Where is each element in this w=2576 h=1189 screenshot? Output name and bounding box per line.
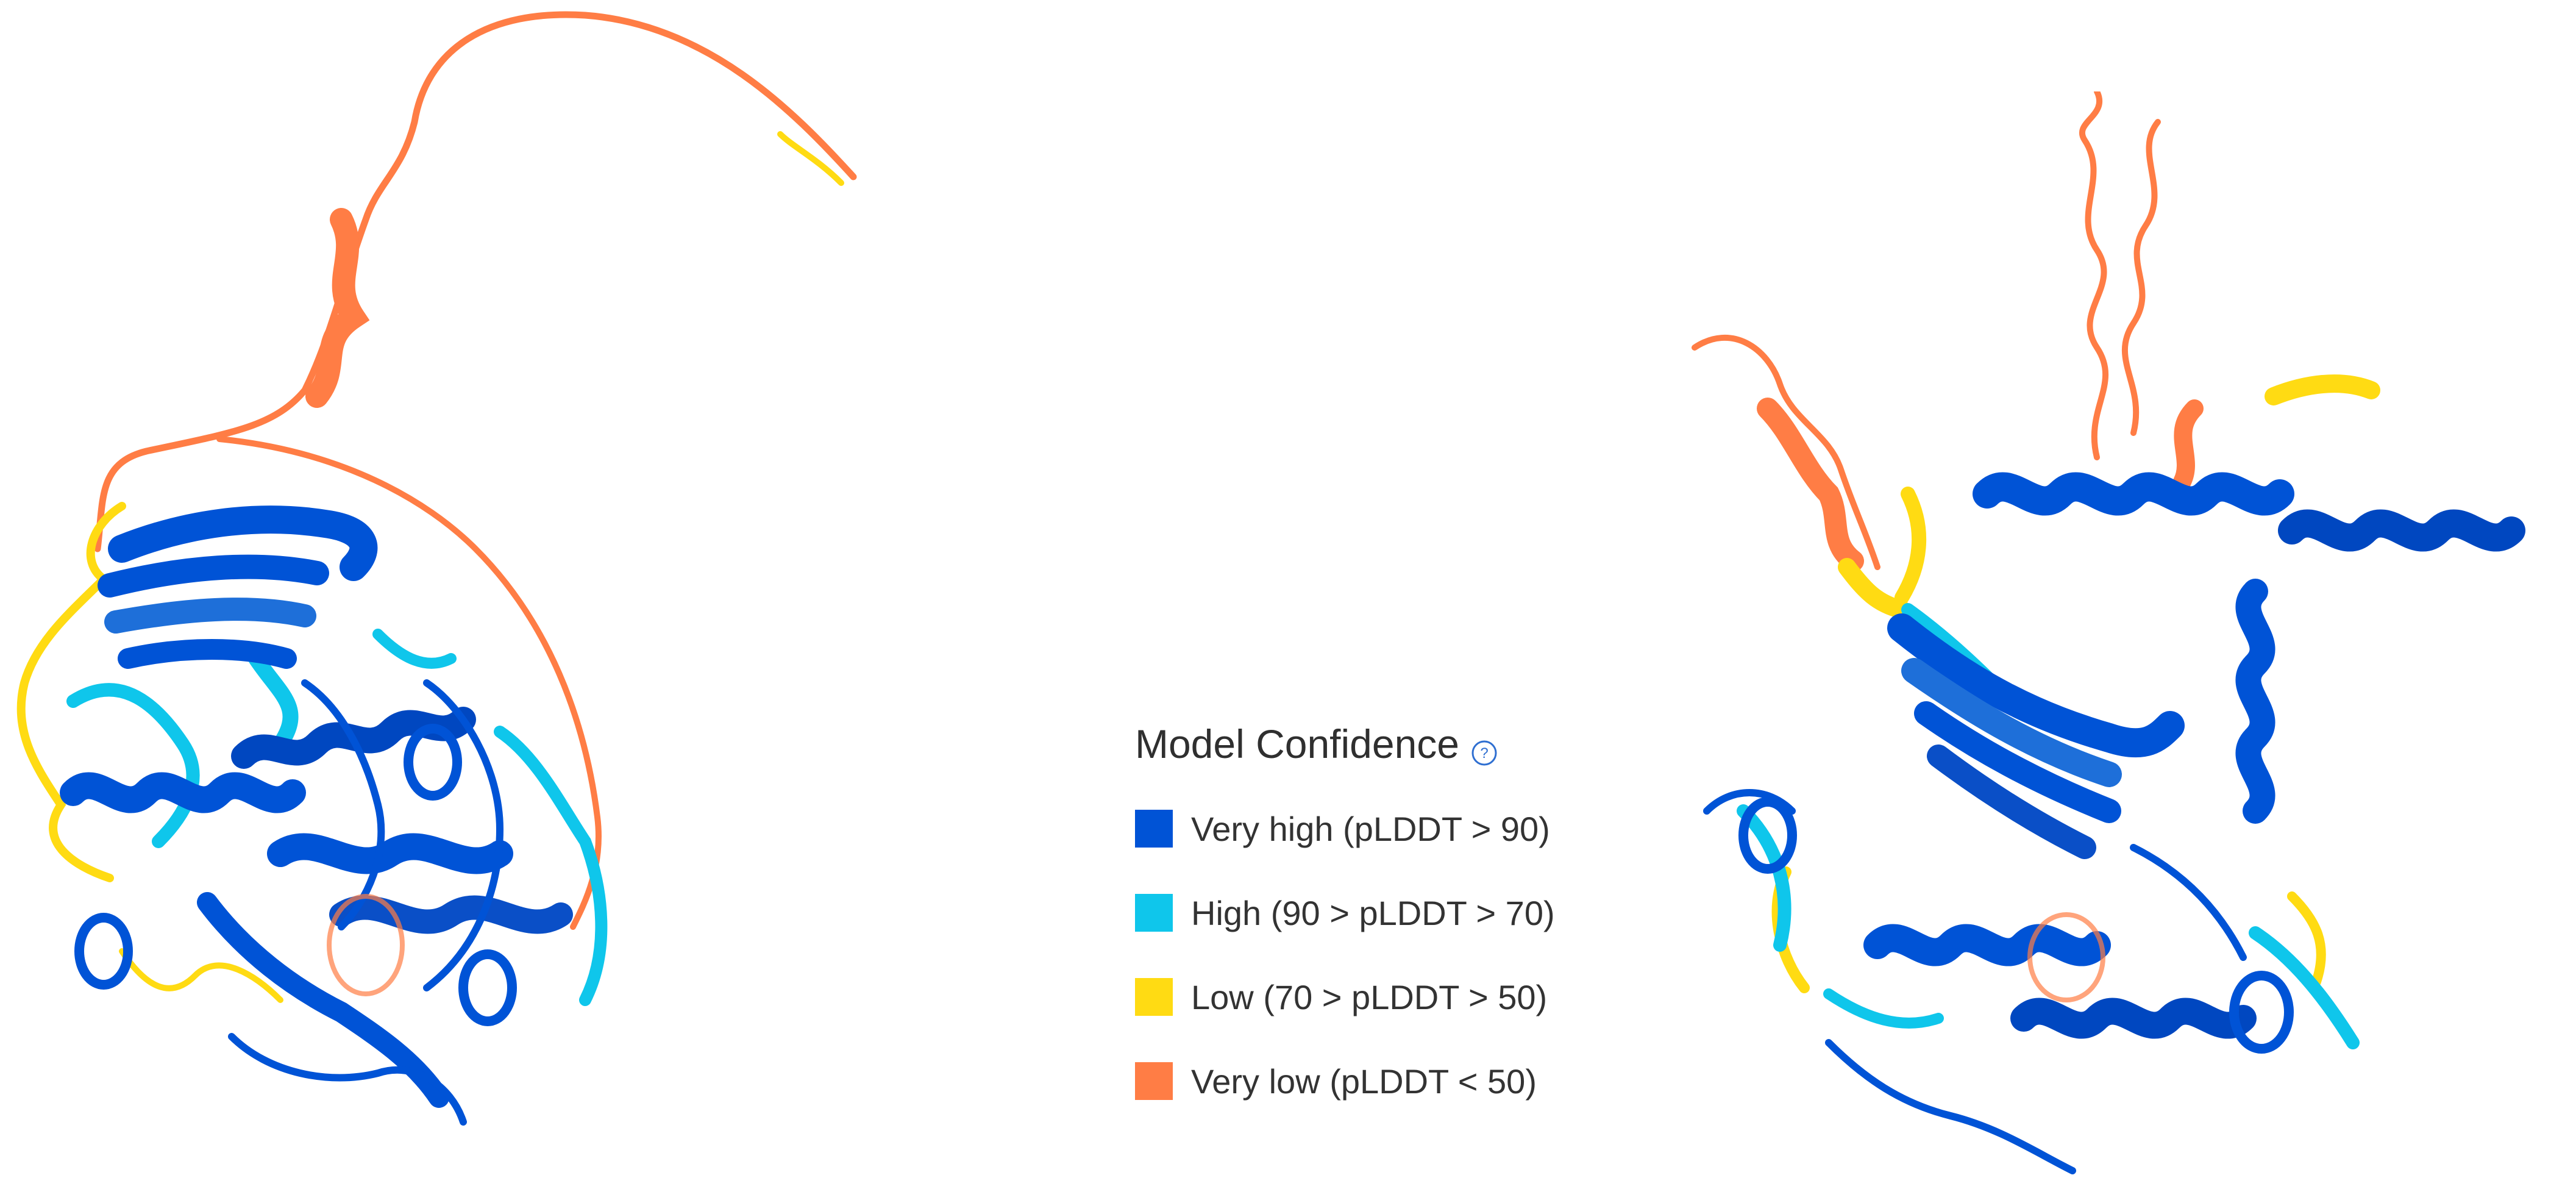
legend-item-high: High (90 > pLDDT > 70) [1135,871,1684,955]
svg-text:?: ? [1480,745,1488,762]
legend-item-very-low: Very low (pLDDT < 50) [1135,1039,1684,1123]
legend-item-very-high: Very high (pLDDT > 90) [1135,787,1684,871]
legend-label-very-high: Very high (pLDDT > 90) [1191,809,1550,848]
structure-right-render [1692,88,2525,1174]
model-confidence-legend: Model Confidence ? Very high (pLDDT > 90… [1135,713,1684,1140]
legend-item-low: Low (70 > pLDDT > 50) [1135,955,1684,1039]
legend-label-high: High (90 > pLDDT > 70) [1191,893,1555,932]
legend-title: Model Confidence [1135,721,1459,766]
legend-label-very-low: Very low (pLDDT < 50) [1191,1062,1537,1101]
legend-title-row: Model Confidence ? [1135,713,1684,774]
swatch-very-high [1135,810,1173,848]
protein-structure-right [1646,88,2576,1186]
structure-left-render [16,11,857,1126]
help-circle-icon[interactable]: ? [1470,730,1498,766]
swatch-high [1135,894,1173,932]
swatch-very-low [1135,1062,1173,1100]
legend-label-low: Low (70 > pLDDT > 50) [1191,977,1548,1016]
swatch-low [1135,978,1173,1016]
legend-items: Very high (pLDDT > 90) High (90 > pLDDT … [1135,787,1684,1123]
protein-structure-left [0,0,884,1186]
